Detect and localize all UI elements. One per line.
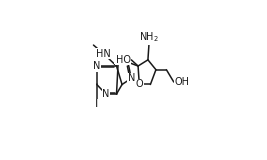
Text: N: N	[93, 61, 100, 71]
Text: N: N	[102, 89, 109, 99]
Text: HN: HN	[96, 49, 111, 59]
Text: I: I	[95, 99, 99, 109]
Text: N: N	[128, 73, 135, 83]
Text: O: O	[135, 80, 143, 89]
Text: OH: OH	[174, 77, 189, 87]
Text: NH$_2$: NH$_2$	[139, 31, 159, 44]
Text: HO: HO	[116, 55, 131, 65]
Text: N: N	[115, 54, 122, 64]
